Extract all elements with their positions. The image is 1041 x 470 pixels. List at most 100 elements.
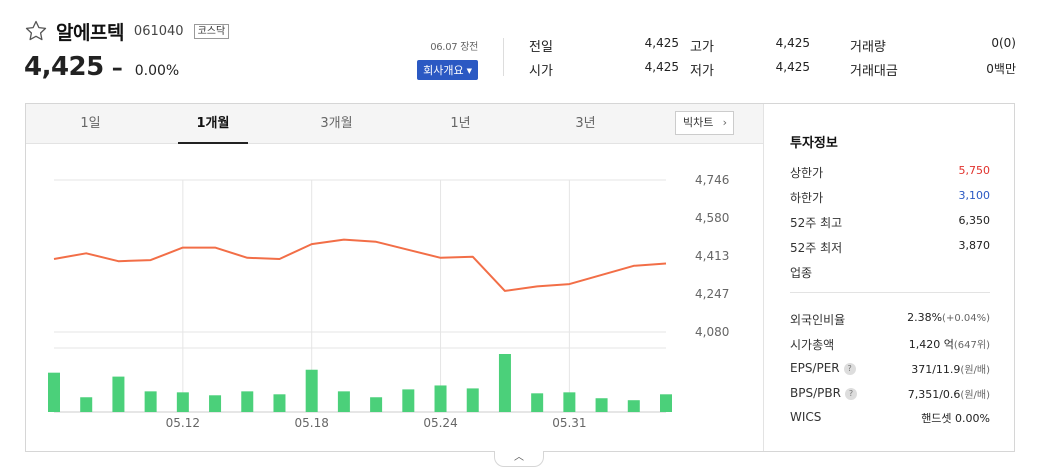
price-chart: 05.12 05.18 05.24 05.31 4,746 4,580 4,413 4,247… [48,173,729,430]
prev-close-value: 4,425 [644,36,679,50]
market-cap-rank: (647위) [953,340,990,351]
quote-grid: 전일 4,425 고가 4,425 거래량 0(0) 시가 4,425 저가 4… [529,36,1016,84]
header-divider [503,38,504,76]
period-tabs: 1일 1개월 3개월 1년 3년 빅차트 › [26,104,763,144]
upper-limit-value: 5,750 [958,164,991,177]
market-badge: 코스닥 [193,23,230,39]
company-overview-label: 회사개요 [423,64,464,77]
x-tick-label: 05.18 [295,416,329,430]
foreign-ratio-label: 외국인비율 [790,313,846,327]
w52-low-value: 3,870 [958,239,991,252]
y-tick-label: 4,746 [695,173,729,187]
bigchart-button[interactable]: 빅차트 › [675,111,734,135]
foreign-row: 외국인비율 2.38%(+0.04%) [790,311,990,331]
price-line [53,238,667,292]
low-label: 저가 [690,64,714,79]
volume-bar [627,400,640,412]
invest-title: 투자정보 [790,136,838,151]
volume-bar [563,392,576,412]
chevron-up-icon: ︿ [514,452,524,463]
eps-per-row: EPS/PER? 371/11.9(원/배) [790,361,990,381]
industry-row: 업종 [790,264,990,284]
volume-bar [402,389,415,412]
bps-pbr-row: BPS/PBR? 7,351/0.6(원/배) [790,386,990,406]
volume-bar [434,385,447,412]
trade-value-label: 거래대금 [850,64,898,79]
volume-bar [595,398,608,412]
w52-high-value: 6,350 [958,214,991,227]
volume-bar [48,372,60,412]
bps-pbr-label: BPS/PBR [790,386,841,400]
lower-limit-value: 3,100 [958,189,991,202]
bps-pbr-label-wrap: BPS/PBR? [790,386,857,400]
volume-bar [112,376,125,412]
x-tick-label: 05.12 [166,416,200,430]
open-value: 4,425 [644,60,679,74]
stock-header: 알에프텍 061040 코스닥 4,425 – 0.00% [24,18,230,82]
collapse-button[interactable]: ︿ [494,451,544,467]
eps-per-value: 371/11.9(원/배) [911,361,990,376]
wics-value: 핸드셋 0.00% [921,412,990,425]
volume-bar [241,391,254,412]
volume-bar [660,394,672,412]
industry-label[interactable]: 업종 [790,266,813,280]
x-tick-label: 05.31 [552,416,586,430]
change-sign: – [111,56,123,81]
stock-code: 061040 [133,23,184,39]
chart-panel: 1일 1개월 3개월 1년 3년 빅차트 › 05.12 05.18 05.24 05.… [25,103,1015,452]
volume-bar [370,397,383,412]
low-value: 4,425 [775,60,810,74]
stock-name: 알에프텍 [56,21,124,44]
change-percent: 0.00% [134,63,180,79]
wics-row: WICS 핸드셋 0.00% [790,410,990,430]
volume-bar [80,397,93,412]
bps-pbr-value: 7,351/0.6(원/배) [908,386,990,401]
date-status: 06.07 장전 [430,42,478,53]
tab-3year[interactable]: 3년 [575,116,596,131]
y-tick-label: 4,247 [695,287,729,301]
invest-divider [790,292,990,293]
chart-area: 1일 1개월 3개월 1년 3년 빅차트 › 05.12 05.18 05.24 05.… [26,104,763,451]
tab-1year[interactable]: 1년 [450,116,471,131]
market-cap-value: 1,420 억(647위) [909,336,990,352]
eps-per-label-wrap: EPS/PER? [790,361,856,375]
help-icon[interactable]: ? [843,363,856,375]
chevron-right-icon: › [722,116,727,129]
x-tick-label: 05.24 [423,416,457,430]
prev-close-label: 전일 [529,40,553,55]
volume-bar [209,395,222,412]
volume-label: 거래량 [850,40,886,55]
upper-limit-label: 상한가 [790,166,824,180]
volume-bar [337,391,350,412]
volume-bar [305,369,318,412]
trade-value-value: 0백만 [986,62,1016,76]
favorite-star-icon[interactable] [24,19,48,43]
tab-1month[interactable]: 1개월 [178,104,248,144]
volume-value: 0(0) [991,36,1016,50]
y-tick-label: 4,080 [695,325,729,339]
volume-bar [531,393,544,412]
company-overview-button[interactable]: 회사개요 ▼ [417,60,478,80]
high-label: 고가 [690,40,714,55]
caret-down-icon: ▼ [466,67,472,75]
wics-label: WICS [790,410,822,424]
w52-high-label: 52주 최고 [790,216,843,230]
market-cap-label: 시가총액 [790,338,835,352]
w52-low-row: 52주 최저 3,870 [790,239,990,259]
quote-row-1: 전일 4,425 고가 4,425 거래량 0(0) [529,36,1016,60]
tab-1day[interactable]: 1일 [80,116,101,131]
quote-row-2: 시가 4,425 저가 4,425 거래대금 0백만 [529,60,1016,84]
open-label: 시가 [529,64,553,79]
eps-per-label: EPS/PER [790,361,840,375]
w52-low-label: 52주 최저 [790,241,843,255]
lower-limit-row: 하한가 3,100 [790,189,990,209]
upper-limit-row: 상한가 5,750 [790,164,990,184]
volume-bar [176,392,189,412]
bps-pbr: 7,351/0.6 [907,388,961,401]
volume-bar [273,394,286,412]
session-info: 06.07 장전 회사개요 ▼ [416,38,478,80]
volume-bar [466,388,479,412]
help-icon[interactable]: ? [844,388,857,400]
tab-3month[interactable]: 3개월 [320,116,353,131]
foreign-ratio: 2.38% [907,311,943,324]
